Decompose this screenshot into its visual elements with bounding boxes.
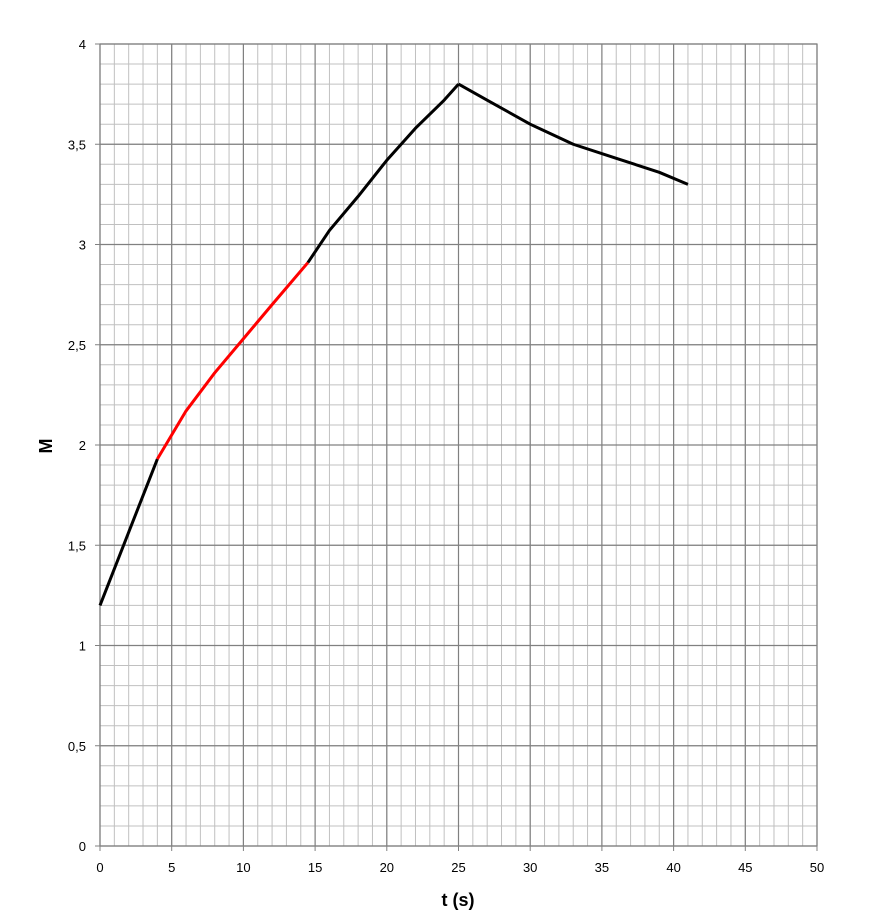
x-tick-label: 10 bbox=[236, 860, 250, 875]
x-tick-label: 35 bbox=[595, 860, 609, 875]
x-tick-label: 5 bbox=[168, 860, 175, 875]
x-tick-label: 25 bbox=[451, 860, 465, 875]
x-tick-label: 45 bbox=[738, 860, 752, 875]
y-tick-label: 3 bbox=[79, 238, 86, 253]
y-tick-label: 0 bbox=[79, 839, 86, 854]
y-tick-label: 1 bbox=[79, 639, 86, 654]
line-series bbox=[98, 458, 159, 606]
x-tick-label: 0 bbox=[96, 860, 103, 875]
x-tick-label: 30 bbox=[523, 860, 537, 875]
line-series bbox=[306, 83, 460, 264]
y-tick-label: 3,5 bbox=[68, 137, 86, 152]
x-tick-label: 15 bbox=[308, 860, 322, 875]
y-tick-label: 2 bbox=[79, 438, 86, 453]
x-axis-label: t (s) bbox=[442, 890, 475, 910]
line-series bbox=[457, 82, 689, 186]
x-tick-label: 20 bbox=[380, 860, 394, 875]
y-tick-label: 1,5 bbox=[68, 538, 86, 553]
line-series bbox=[156, 261, 310, 460]
y-tick-label: 2,5 bbox=[68, 338, 86, 353]
plot-border bbox=[99, 43, 818, 847]
x-tick-label: 40 bbox=[666, 860, 680, 875]
x-tick-label: 50 bbox=[810, 860, 824, 875]
y-tick-label: 0,5 bbox=[68, 739, 86, 754]
y-axis-label: M bbox=[36, 439, 56, 454]
y-tick-label: 4 bbox=[79, 37, 86, 52]
